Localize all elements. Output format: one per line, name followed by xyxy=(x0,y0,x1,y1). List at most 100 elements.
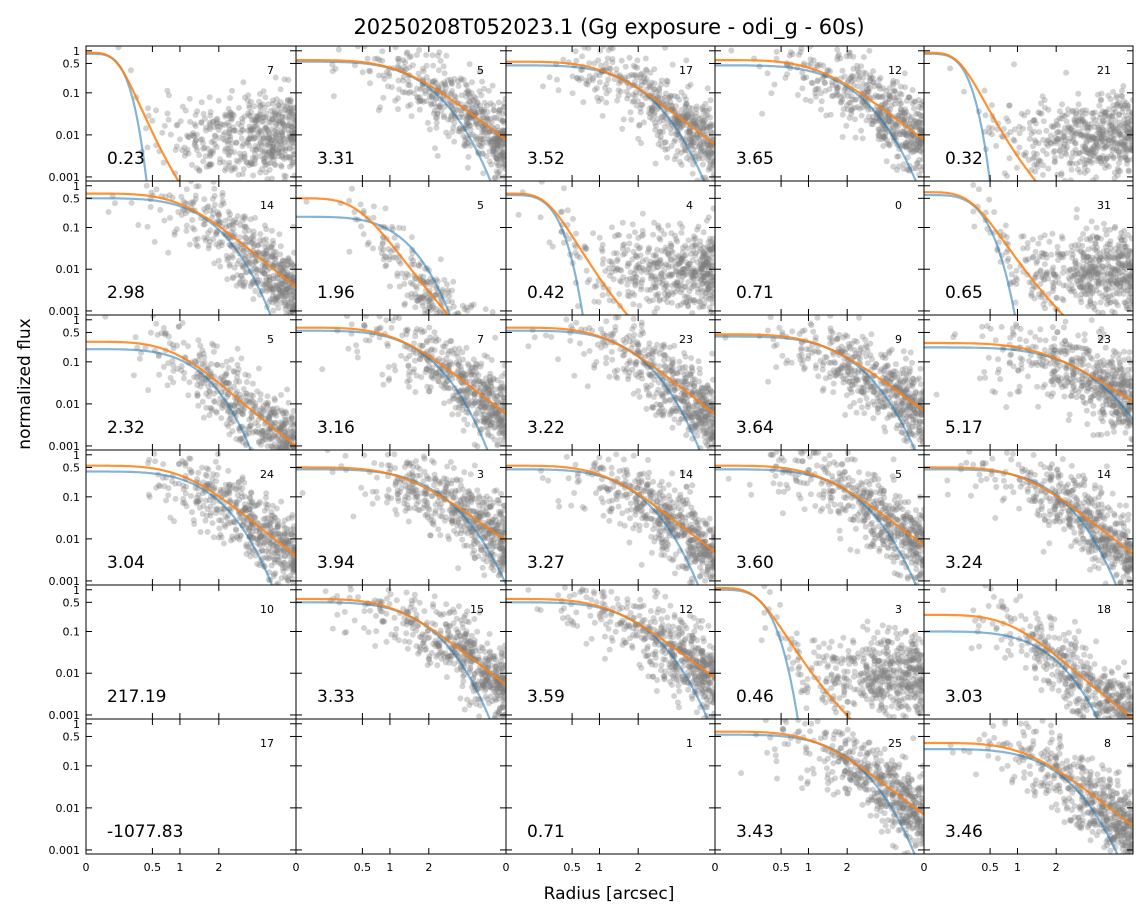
data-point xyxy=(211,132,218,139)
data-point xyxy=(886,142,893,149)
data-point xyxy=(483,153,490,160)
data-point xyxy=(222,113,229,120)
data-point xyxy=(1100,142,1106,149)
data-point xyxy=(808,61,815,68)
data-point xyxy=(407,101,414,108)
data-point xyxy=(902,84,908,91)
data-point xyxy=(1051,148,1058,154)
data-point xyxy=(207,161,214,168)
data-point xyxy=(466,114,473,121)
data-point xyxy=(537,214,544,221)
data-point xyxy=(255,131,262,138)
data-point xyxy=(474,135,481,142)
data-point xyxy=(1058,115,1065,122)
data-point xyxy=(1059,269,1066,276)
data-point xyxy=(662,139,669,146)
data-point xyxy=(894,153,900,160)
data-point xyxy=(908,144,915,151)
data-point xyxy=(916,140,923,146)
data-point xyxy=(1111,298,1118,305)
data-point xyxy=(454,78,461,85)
data-point xyxy=(396,224,402,231)
data-point xyxy=(382,205,389,212)
data-point xyxy=(179,147,186,154)
data-point xyxy=(279,114,286,121)
data-point xyxy=(284,261,291,268)
data-point xyxy=(247,126,254,133)
data-point xyxy=(1114,101,1121,107)
data-point xyxy=(1115,103,1122,110)
data-point xyxy=(1116,269,1123,276)
data-point xyxy=(1120,124,1127,131)
data-point xyxy=(1092,117,1099,123)
data-point xyxy=(1013,267,1020,274)
data-point xyxy=(263,124,270,131)
data-point xyxy=(280,289,287,296)
data-point xyxy=(147,329,154,336)
data-point xyxy=(278,162,285,169)
data-point xyxy=(226,222,233,229)
data-point xyxy=(710,160,715,167)
data-point xyxy=(217,156,223,163)
data-point xyxy=(284,122,291,129)
data-point xyxy=(282,299,288,306)
psf-panel: 0.424 xyxy=(505,180,716,316)
data-point xyxy=(210,206,217,213)
data-point xyxy=(277,99,284,106)
data-point xyxy=(279,113,286,120)
data-point xyxy=(682,109,689,116)
data-point xyxy=(641,79,648,86)
data-point xyxy=(1082,119,1088,126)
data-point xyxy=(886,85,893,92)
data-point xyxy=(1011,126,1018,133)
data-point xyxy=(464,164,471,171)
data-point xyxy=(269,286,276,293)
data-point xyxy=(685,129,692,135)
data-point xyxy=(420,302,426,309)
data-point xyxy=(663,246,670,253)
data-point xyxy=(222,111,229,118)
data-point xyxy=(266,166,273,173)
data-point xyxy=(242,279,249,286)
data-point xyxy=(240,127,247,134)
data-point xyxy=(287,102,294,109)
data-point xyxy=(288,297,294,304)
data-point xyxy=(414,85,420,92)
data-point xyxy=(603,81,610,88)
data-point xyxy=(649,297,656,304)
data-point xyxy=(240,264,246,271)
data-point xyxy=(684,111,691,118)
data-point xyxy=(688,140,694,147)
data-point xyxy=(488,136,495,143)
data-point xyxy=(233,219,240,226)
data-point xyxy=(483,114,490,121)
data-point xyxy=(1053,294,1060,301)
data-point xyxy=(457,75,464,82)
data-point xyxy=(1110,132,1117,139)
data-point xyxy=(1120,146,1127,153)
data-point xyxy=(683,155,690,162)
data-point xyxy=(200,221,207,228)
data-point xyxy=(1071,271,1078,278)
data-point xyxy=(275,146,282,153)
moffat-fit-curve xyxy=(715,59,924,141)
data-point xyxy=(1125,306,1132,313)
data-point xyxy=(428,306,435,313)
data-point xyxy=(1121,237,1128,244)
data-point xyxy=(174,365,181,372)
data-point xyxy=(886,92,893,99)
data-point xyxy=(681,93,688,100)
data-point xyxy=(1121,141,1128,148)
data-point xyxy=(1097,155,1104,161)
data-point xyxy=(646,246,652,253)
data-point xyxy=(1087,124,1094,131)
data-point xyxy=(289,307,296,314)
data-point xyxy=(782,74,789,81)
data-point xyxy=(858,63,865,70)
data-point xyxy=(608,224,615,231)
data-point xyxy=(256,98,263,105)
data-point xyxy=(175,323,182,330)
data-point xyxy=(671,93,678,99)
data-point xyxy=(230,112,237,119)
data-point xyxy=(594,94,601,101)
